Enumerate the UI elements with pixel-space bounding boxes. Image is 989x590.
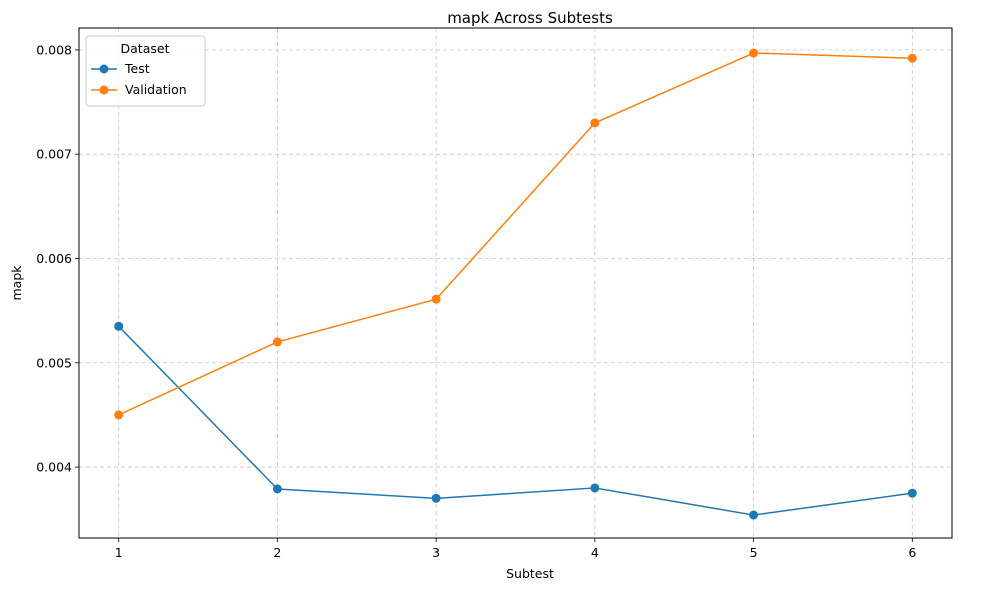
series-layer [114, 48, 917, 520]
y-tick-label: 0.004 [36, 460, 72, 475]
x-tick-label: 4 [591, 545, 599, 560]
data-point-test [590, 483, 600, 493]
data-point-test [907, 488, 917, 498]
legend-box [85, 35, 206, 107]
chart-title: mapk Across Subtests [447, 9, 613, 27]
data-point-validation [431, 294, 441, 304]
y-axis-label: mapk [9, 265, 24, 301]
legend-title: Dataset [121, 41, 170, 56]
legend-marker-test [99, 64, 109, 74]
series-line-validation [118, 52, 913, 416]
data-point-test [114, 321, 124, 331]
x-tick-label: 6 [908, 545, 916, 560]
legend-marker-validation [99, 85, 109, 95]
y-tick-label: 0.007 [36, 147, 72, 162]
data-point-validation [590, 118, 600, 128]
x-axis-label: Subtest [506, 566, 554, 581]
legend-label-validation: Validation [125, 82, 187, 97]
series-line-test [118, 325, 913, 516]
data-point-validation [114, 410, 124, 420]
x-tick-label: 1 [115, 545, 123, 560]
data-point-validation [907, 53, 917, 63]
series-validation [114, 48, 917, 420]
data-point-validation [272, 337, 282, 347]
y-tick-label: 0.008 [36, 42, 72, 57]
grid [79, 28, 952, 538]
data-point-test [431, 493, 441, 503]
series-test [114, 321, 917, 520]
x-tick-label: 5 [750, 545, 758, 560]
data-point-test [272, 484, 282, 494]
y-tick-label: 0.006 [36, 251, 72, 266]
x-tick-label: 3 [432, 545, 440, 560]
x-tick-label: 2 [273, 545, 281, 560]
data-point-validation [749, 48, 759, 58]
legend-label-test: Test [124, 61, 150, 76]
x-axis: 1 2 3 4 5 6 [115, 538, 916, 560]
y-axis: 0.004 0.005 0.006 0.007 0.008 [36, 42, 79, 475]
plot-frame [78, 27, 953, 539]
y-tick-label: 0.005 [36, 355, 72, 370]
legend: Dataset Test Validation [85, 35, 206, 107]
data-point-test [749, 510, 759, 520]
